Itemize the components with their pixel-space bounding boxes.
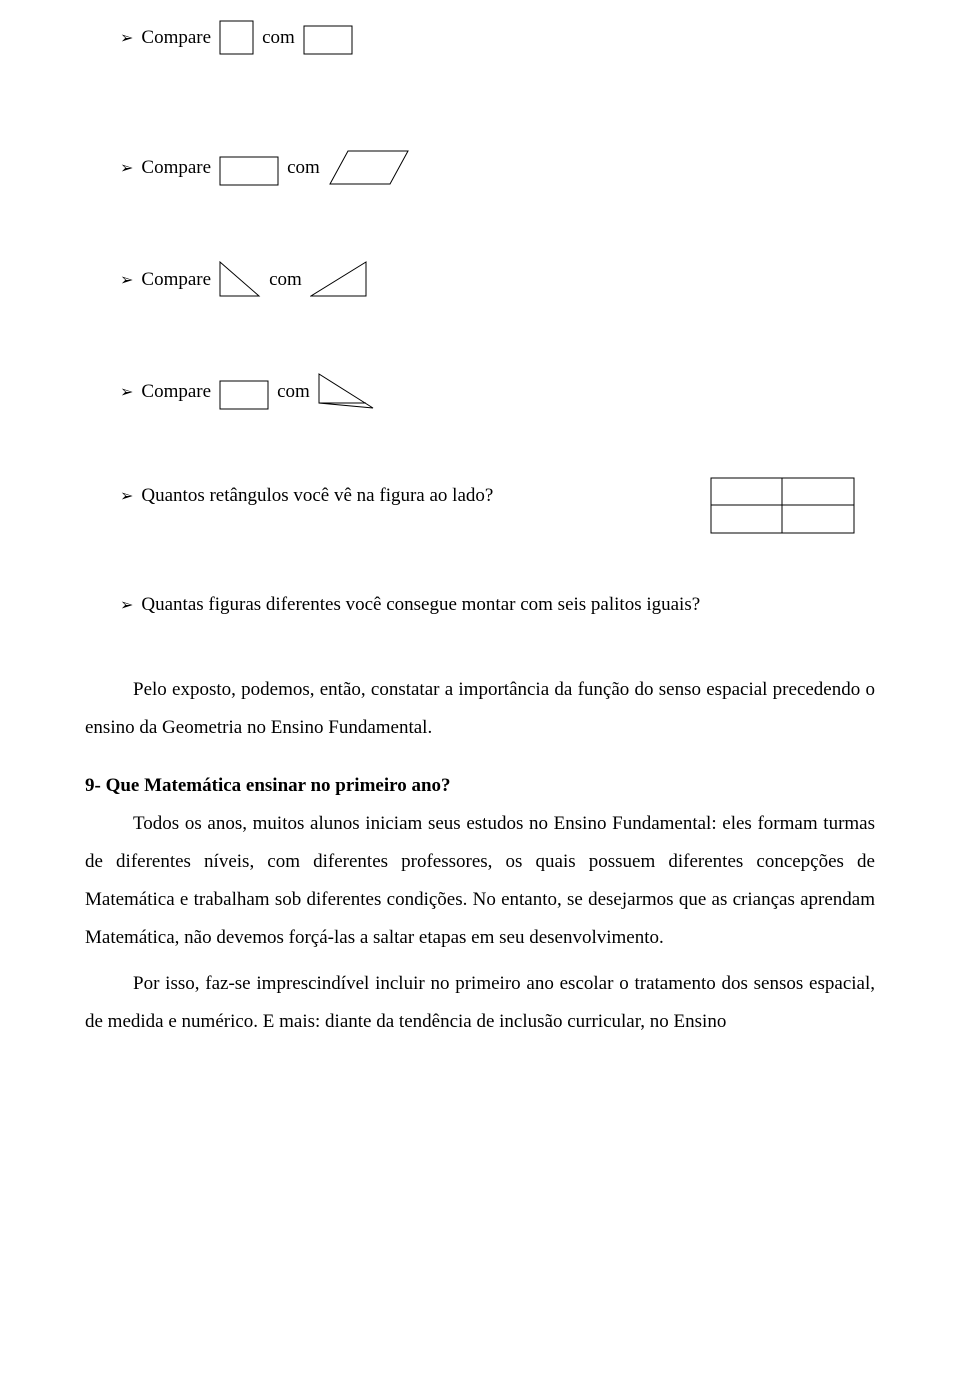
bullet-arrow-icon: ➢ <box>120 486 133 506</box>
compare-mid: com <box>269 269 302 291</box>
shape-square-small <box>219 20 254 55</box>
shape-triangle-a <box>219 261 261 298</box>
compare-mid: com <box>287 157 320 179</box>
shape-parallelogram <box>328 150 410 186</box>
shape-rect-4 <box>219 380 269 410</box>
compare-label: Compare <box>141 269 211 291</box>
compare-label: Compare <box>141 157 211 179</box>
compare-item-3: ➢ Compare com <box>120 261 875 298</box>
compare-item-2: ➢ Compare com <box>120 150 875 186</box>
compare-item-4: ➢ Compare com <box>120 373 875 410</box>
compare-item-1: ➢ Compare com <box>120 0 875 55</box>
question-item-2: ➢ Quantas figuras diferentes você conseg… <box>120 594 875 616</box>
paragraph-3: Por isso, faz-se imprescindível incluir … <box>85 965 875 1041</box>
question-1-text: Quantos retângulos você vê na figura ao … <box>141 485 493 507</box>
shape-rect-small <box>303 25 353 55</box>
shape-triangle-b <box>310 261 368 298</box>
compare-mid: com <box>262 27 295 49</box>
paragraph-2: Todos os anos, muitos alunos iniciam seu… <box>85 805 875 957</box>
bullet-arrow-icon: ➢ <box>120 270 133 290</box>
bullet-arrow-icon: ➢ <box>120 382 133 402</box>
question-2-text: Quantas figuras diferentes você consegue… <box>141 594 700 616</box>
shape-rect-grid <box>710 477 855 534</box>
compare-label: Compare <box>141 27 211 49</box>
question-item-1: ➢ Quantos retângulos você vê na figura a… <box>120 485 875 534</box>
bullet-arrow-icon: ➢ <box>120 28 133 48</box>
shape-triangle-4 <box>318 373 375 410</box>
bullet-arrow-icon: ➢ <box>120 595 133 615</box>
section-heading: 9- Que Matemática ensinar no primeiro an… <box>85 775 875 797</box>
compare-label: Compare <box>141 381 211 403</box>
bullet-arrow-icon: ➢ <box>120 158 133 178</box>
compare-mid: com <box>277 381 310 403</box>
shape-rect-wide <box>219 156 279 186</box>
paragraph-1: Pelo exposto, podemos, então, constatar … <box>85 671 875 747</box>
